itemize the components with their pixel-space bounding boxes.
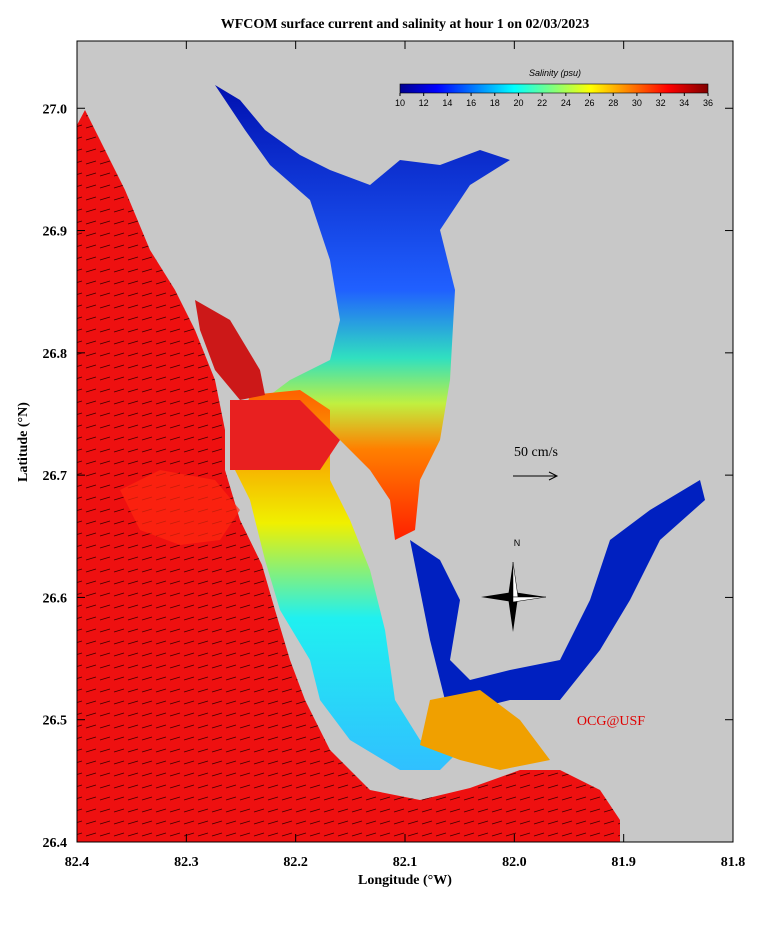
colorbar-title: Salinity (psu) — [529, 68, 581, 78]
colorbar-tick-label: 18 — [490, 98, 500, 108]
scale-label: 50 cm/s — [514, 445, 558, 460]
x-tick-label: 82.0 — [502, 855, 527, 870]
x-axis-label: Longitude (°W) — [358, 873, 452, 888]
x-tick-label: 82.2 — [283, 855, 308, 870]
colorbar-tick-label: 20 — [513, 98, 523, 108]
x-tick-label: 82.1 — [393, 855, 418, 870]
colorbar-tick-label: 26 — [585, 98, 595, 108]
title: WFCOM surface current and salinity at ho… — [221, 17, 590, 32]
colorbar — [399, 83, 709, 94]
y-tick-label: 27.0 — [43, 102, 68, 117]
north-label: N — [514, 538, 521, 548]
colorbar-tick-label: 10 — [395, 98, 405, 108]
x-tick-label: 81.8 — [721, 855, 746, 870]
san-carlos-bay — [420, 690, 550, 770]
colorbar-tick-label: 24 — [561, 98, 571, 108]
y-tick-label: 26.8 — [43, 347, 68, 362]
credit: OCG@USF — [577, 714, 645, 729]
y-tick-label: 26.4 — [43, 836, 68, 851]
caloosahatchee — [410, 480, 705, 710]
colorbar-tick-label: 16 — [466, 98, 476, 108]
colorbar-tick-label: 28 — [608, 98, 618, 108]
lemon-bay — [195, 300, 265, 400]
plume — [120, 470, 240, 545]
colorbar-tick-label: 22 — [537, 98, 547, 108]
y-tick-label: 26.7 — [43, 469, 68, 484]
y-tick-label: 26.5 — [43, 714, 68, 729]
scale-arrow — [513, 471, 559, 481]
compass — [481, 561, 547, 632]
colorbar-tick-label: 34 — [679, 98, 689, 108]
x-tick-label: 82.3 — [174, 855, 199, 870]
colorbar-tick-label: 14 — [442, 98, 452, 108]
current-vectors — [77, 110, 620, 842]
colorbar-tick-label: 12 — [419, 98, 429, 108]
charlotte-harbor — [215, 85, 510, 540]
boca-grande-pass — [230, 400, 340, 470]
pine-island-sound — [230, 390, 460, 770]
y-tick-label: 26.6 — [43, 591, 68, 606]
y-axis-label: Latitude (°N) — [16, 402, 31, 482]
colorbar-tick-label: 30 — [632, 98, 642, 108]
colorbar-tick-label: 32 — [656, 98, 666, 108]
x-tick-label: 81.9 — [611, 855, 636, 870]
x-tick-label: 82.4 — [65, 855, 90, 870]
colorbar-tick-label: 36 — [703, 98, 713, 108]
map-layout — [77, 41, 733, 842]
y-tick-label: 26.9 — [43, 225, 68, 240]
